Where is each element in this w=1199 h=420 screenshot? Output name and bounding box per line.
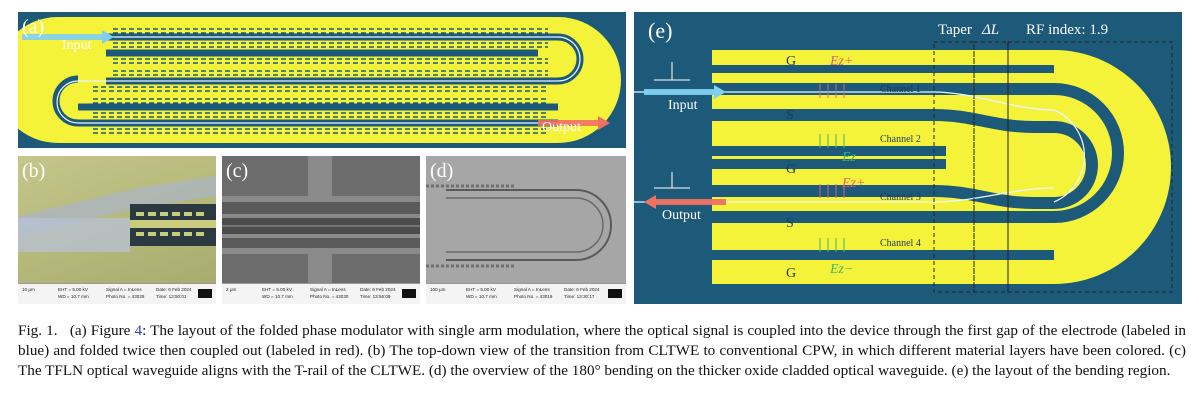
caption-fig-number: Fig. 1. (18, 322, 58, 339)
output-arrow-icon (598, 116, 610, 130)
figure-caption: Fig. 1. (a) Figure 4: The layout of the … (18, 321, 1186, 381)
panel-b-label: (b) (22, 160, 46, 182)
zeiss-logo-icon (608, 289, 622, 298)
ez-minus-label: Ez− (830, 262, 854, 277)
output-arrow-icon (644, 195, 656, 209)
zeiss-logo-icon (402, 289, 416, 298)
panel-b-info-bar: 10 μm EHT = 5.00 kV WD = 10.7 mm Signal … (18, 283, 216, 304)
channel-1-label: Channel 1 (880, 84, 921, 95)
input-beam (644, 89, 714, 95)
delta-l-label: ΔL (982, 22, 1000, 38)
ground-label-2: G (786, 162, 797, 177)
ground-label-1: G (786, 54, 797, 69)
ez-plus-label-2: Ez+ (842, 176, 866, 191)
ez-label: Ez (842, 150, 856, 165)
panel-b: (b) 10 μm EHT = 5.00 kV WD = 10.7 mm Sig… (18, 156, 216, 304)
input-arrow-icon (102, 30, 114, 44)
delta-l-box (973, 41, 1009, 293)
panel-c: (c) 2 μm EHT = 5.00 kV WD = 10.7 mm Sign… (222, 156, 420, 304)
caption-figure-link[interactable]: 4 (134, 322, 143, 339)
ez-plus-label-1: Ez+ (830, 54, 854, 69)
input-beam (22, 34, 102, 40)
panel-e-label: (e) (648, 18, 673, 43)
channel-3-label: Channel 3 (880, 192, 921, 203)
input-arrow-icon (714, 85, 726, 99)
taper-label: Taper (938, 22, 972, 38)
panel-d-label: (d) (430, 160, 454, 182)
panel-a: (a) Input Output (18, 12, 626, 148)
panel-a-layout (18, 17, 621, 143)
output-beam (656, 199, 726, 205)
panel-e-layout (634, 41, 1173, 293)
caption-a-prefix: (a) Figure (69, 322, 135, 339)
panel-d-info-bar: 100 μm EHT = 5.00 kV WD = 10.7 mm Signal… (426, 283, 626, 304)
channel-2-label: Channel 2 (880, 134, 921, 145)
signal-label-2: S (786, 216, 794, 231)
ground-label-3: G (786, 266, 797, 281)
signal-label-1: S (786, 108, 794, 123)
panel-b-sem (18, 176, 216, 252)
panel-d: (d) 100 μm EHT = 5.00 kV WD = 10.7 mm Si… (426, 156, 626, 304)
rf-index-box (1007, 41, 1173, 293)
channel-4-label: Channel 4 (880, 238, 921, 249)
panel-c-label: (c) (226, 160, 249, 182)
panel-c-info-bar: 2 μm EHT = 5.00 kV WD = 10.7 mm Signal A… (222, 283, 420, 304)
panel-c-sem (222, 156, 420, 284)
zeiss-logo-icon (198, 289, 212, 298)
caption-body: : The layout of the folded phase modulat… (18, 322, 1187, 379)
panel-a-input-label: Input (62, 38, 92, 53)
panel-d-sem (426, 156, 626, 284)
rf-index-label: RF index: 1.9 (1026, 22, 1109, 38)
output-beam (538, 120, 598, 126)
panel-e-input-label: Input (668, 98, 698, 113)
panel-a-output-label: Output (542, 120, 581, 135)
panel-e-output-label: Output (662, 208, 701, 223)
panel-e: (e) Taper ΔL RF index: 1.9 Input Output … (634, 12, 1182, 304)
panel-a-label: (a) (22, 16, 45, 38)
